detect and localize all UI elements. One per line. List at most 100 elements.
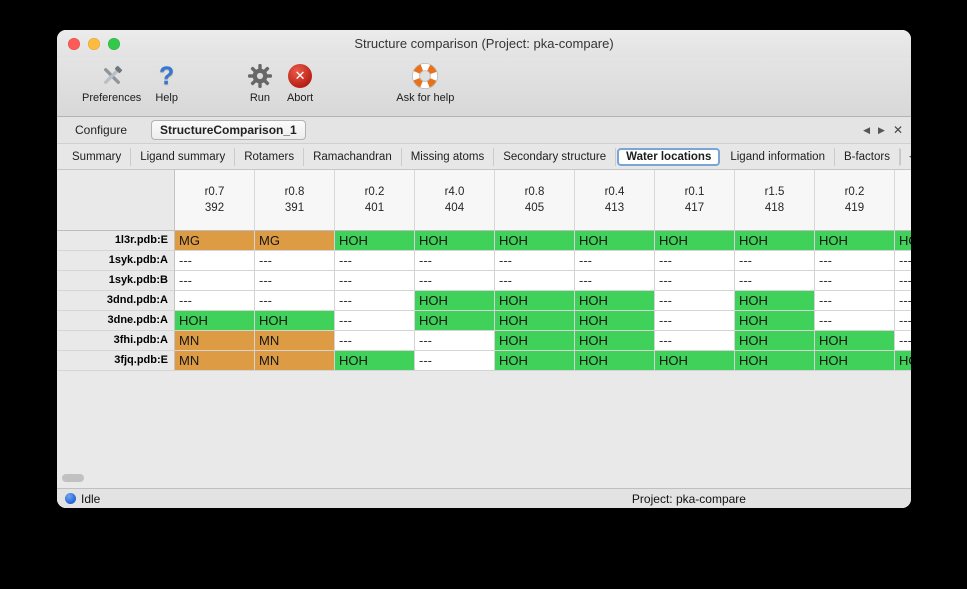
table-cell[interactable]: --- bbox=[735, 271, 815, 291]
subtab-secondary-structure[interactable]: Secondary structure bbox=[494, 147, 617, 166]
table-cell[interactable]: --- bbox=[735, 251, 815, 271]
column-header-top: r0.2 bbox=[844, 186, 865, 198]
table-cell[interactable]: --- bbox=[335, 311, 415, 331]
table-cell[interactable]: HOH bbox=[175, 311, 255, 331]
table-cell[interactable]: --- bbox=[335, 251, 415, 271]
subtab-b-factors[interactable]: B-factors bbox=[835, 147, 900, 166]
table-cell[interactable]: --- bbox=[655, 331, 735, 351]
subtab-rotamers[interactable]: Rotamers bbox=[235, 147, 305, 166]
table-cell[interactable]: HOH bbox=[335, 351, 415, 371]
table-cell[interactable]: --- bbox=[255, 271, 335, 291]
subtab-scroll-left-icon[interactable]: ◀ bbox=[909, 152, 911, 161]
table-cell[interactable]: --- bbox=[415, 331, 495, 351]
table-cell[interactable]: HOH bbox=[575, 351, 655, 371]
close-window-button[interactable] bbox=[68, 38, 80, 50]
table-cell[interactable]: HOH bbox=[815, 331, 895, 351]
zoom-window-button[interactable] bbox=[108, 38, 120, 50]
table-cell[interactable]: --- bbox=[175, 271, 255, 291]
tab-scroll-right-icon[interactable]: ▶ bbox=[878, 124, 885, 135]
subtab-missing-atoms[interactable]: Missing atoms bbox=[402, 147, 495, 166]
table-cell[interactable]: MN bbox=[255, 331, 335, 351]
table-cell[interactable]: --- bbox=[575, 251, 655, 271]
table-cell[interactable]: HOH bbox=[415, 291, 495, 311]
table-cell[interactable]: --- bbox=[335, 291, 415, 311]
table-cell[interactable]: HOH bbox=[735, 351, 815, 371]
table-cell[interactable]: HOH bbox=[495, 311, 575, 331]
table-cell[interactable]: MN bbox=[175, 331, 255, 351]
table-cell[interactable]: HOH bbox=[575, 231, 655, 251]
table-cell[interactable]: --- bbox=[415, 271, 495, 291]
subtab-ramachandran[interactable]: Ramachandran bbox=[304, 147, 402, 166]
table-cell[interactable]: HOH bbox=[415, 231, 495, 251]
table-cell[interactable]: HOH bbox=[415, 311, 495, 331]
table-cell[interactable]: HOH bbox=[815, 231, 895, 251]
table-cell[interactable]: HOH bbox=[815, 351, 895, 371]
table-cell[interactable]: --- bbox=[335, 271, 415, 291]
help-icon: ? bbox=[158, 62, 175, 90]
table-cell[interactable]: --- bbox=[255, 291, 335, 311]
table-cell[interactable]: HOH bbox=[335, 231, 415, 251]
table-cell[interactable]: --- bbox=[815, 251, 895, 271]
minimize-window-button[interactable] bbox=[88, 38, 100, 50]
table-cell[interactable]: --- bbox=[895, 271, 911, 291]
table-cell[interactable]: --- bbox=[495, 251, 575, 271]
subtab-ligand-information[interactable]: Ligand information bbox=[721, 147, 835, 166]
table-cell[interactable]: MN bbox=[255, 351, 335, 371]
table-cell[interactable]: --- bbox=[815, 311, 895, 331]
tab-close-icon[interactable]: ✕ bbox=[892, 123, 903, 137]
table-cell[interactable]: --- bbox=[655, 251, 735, 271]
tab-configure[interactable]: Configure bbox=[75, 123, 128, 137]
table-cell[interactable]: --- bbox=[815, 291, 895, 311]
table-cell[interactable]: HOH bbox=[895, 351, 911, 371]
table-cell[interactable]: --- bbox=[815, 271, 895, 291]
toolbar-button-ask-for-help[interactable]: Ask for help bbox=[396, 61, 454, 104]
table-cell[interactable]: --- bbox=[895, 291, 911, 311]
toolbar-button-abort[interactable]: ✕ Abort bbox=[287, 61, 313, 104]
toolbar-button-help[interactable]: ? Help bbox=[155, 61, 178, 104]
table-cell[interactable]: MG bbox=[255, 231, 335, 251]
table-cell[interactable]: HOH bbox=[575, 331, 655, 351]
table-cell[interactable]: HOH bbox=[575, 291, 655, 311]
table-cell[interactable]: HOH bbox=[575, 311, 655, 331]
table-cell[interactable]: --- bbox=[255, 251, 335, 271]
table-cell[interactable]: HOH bbox=[735, 331, 815, 351]
table-cell[interactable]: --- bbox=[895, 311, 911, 331]
table-cell[interactable]: --- bbox=[655, 271, 735, 291]
table-cell[interactable]: HOH bbox=[655, 231, 735, 251]
table-cell[interactable]: HOH bbox=[655, 351, 735, 371]
table-cell[interactable]: HOH bbox=[735, 311, 815, 331]
table-cell[interactable]: --- bbox=[175, 251, 255, 271]
table-cell[interactable]: HOH bbox=[495, 231, 575, 251]
horizontal-scrollbar[interactable] bbox=[57, 470, 911, 488]
subtab-ligand-summary[interactable]: Ligand summary bbox=[131, 147, 236, 166]
table-cell[interactable]: HOH bbox=[495, 351, 575, 371]
table-cell[interactable]: HOH bbox=[255, 311, 335, 331]
subtab-summary[interactable]: Summary bbox=[63, 147, 132, 166]
toolbar-button-run[interactable]: Run bbox=[247, 61, 273, 104]
table-cell[interactable]: MG bbox=[175, 231, 255, 251]
table-cell[interactable]: HOH bbox=[895, 231, 911, 251]
table-cell[interactable]: --- bbox=[655, 291, 735, 311]
table-cell[interactable]: --- bbox=[415, 351, 495, 371]
column-header-bottom: 419 bbox=[844, 202, 865, 214]
horizontal-scrollbar-thumb[interactable] bbox=[62, 474, 84, 482]
toolbar-button-label: Preferences bbox=[82, 92, 142, 104]
table-cell[interactable]: --- bbox=[495, 271, 575, 291]
table-cell[interactable]: HOH bbox=[495, 331, 575, 351]
table-cell[interactable]: --- bbox=[575, 271, 655, 291]
table-cell[interactable]: HOH bbox=[735, 231, 815, 251]
table-cell[interactable]: --- bbox=[175, 291, 255, 311]
table-cell[interactable]: --- bbox=[895, 331, 911, 351]
tab-structurecomparison-1[interactable]: StructureComparison_1 bbox=[151, 120, 306, 140]
tab-scroll-left-icon[interactable]: ◀ bbox=[863, 124, 871, 135]
subtab-water-locations[interactable]: Water locations bbox=[617, 147, 721, 166]
toolbar-button-preferences[interactable]: Preferences bbox=[82, 61, 141, 104]
table-cell[interactable]: MN bbox=[175, 351, 255, 371]
column-header-bottom: 417 bbox=[684, 202, 705, 214]
table-cell[interactable]: --- bbox=[655, 311, 735, 331]
table-cell[interactable]: --- bbox=[415, 251, 495, 271]
table-cell[interactable]: --- bbox=[335, 331, 415, 351]
table-cell[interactable]: --- bbox=[895, 251, 911, 271]
table-cell[interactable]: HOH bbox=[735, 291, 815, 311]
table-cell[interactable]: HOH bbox=[495, 291, 575, 311]
